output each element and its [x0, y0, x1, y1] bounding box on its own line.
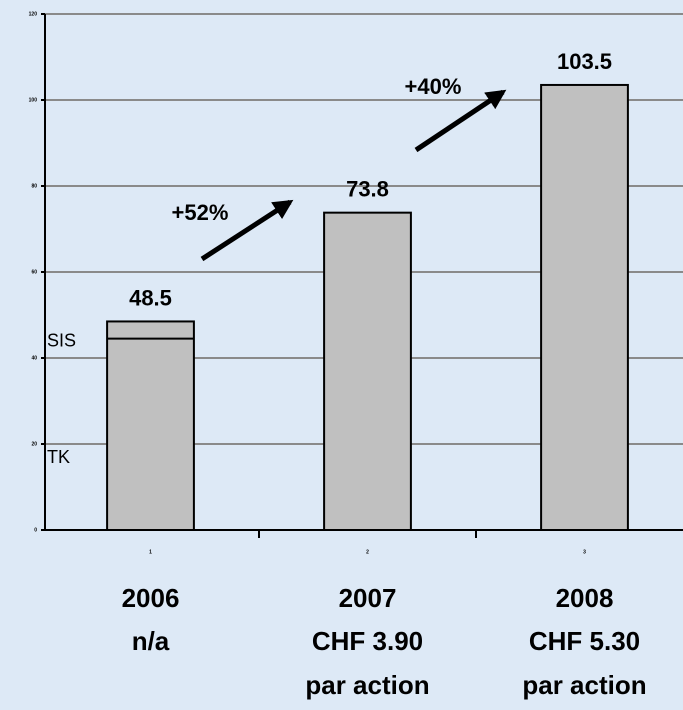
y-tick-label: 100	[29, 97, 38, 103]
y-tick-label: 80	[31, 183, 37, 189]
bar	[323, 211, 412, 531]
annotation: +40%	[405, 74, 462, 99]
annotation: +52%	[172, 200, 229, 225]
data-label: 103.5	[557, 49, 612, 74]
x-tick-label: 2	[366, 549, 369, 555]
marks	[106, 83, 629, 532]
x-tick-label: 1	[149, 549, 152, 555]
data-label: 73.8	[346, 176, 389, 201]
category-note: CHF 3.90	[312, 626, 423, 656]
data-label: 48.5	[129, 285, 172, 310]
category-note: CHF 5.30	[529, 626, 640, 656]
x-category-label: 2007	[339, 583, 397, 613]
category-note: n/a	[132, 626, 170, 656]
y-tick-label: 120	[29, 11, 38, 17]
arrow	[414, 89, 507, 153]
arrow	[200, 199, 294, 262]
segment-label: SIS	[47, 330, 76, 350]
x-tick-label: 3	[583, 549, 586, 555]
segment-label: TK	[47, 447, 70, 467]
bar	[540, 83, 629, 531]
y-tick-label: 40	[31, 355, 37, 361]
y-tick-label: 20	[31, 441, 37, 447]
y-tick-label: 0	[34, 527, 37, 533]
category-note: par action	[522, 670, 646, 700]
category-note: par action	[305, 670, 429, 700]
x-category-label: 2006	[122, 583, 180, 613]
x-category-label: 2008	[556, 583, 614, 613]
y-tick-label: 60	[31, 269, 37, 275]
bar	[106, 320, 195, 532]
